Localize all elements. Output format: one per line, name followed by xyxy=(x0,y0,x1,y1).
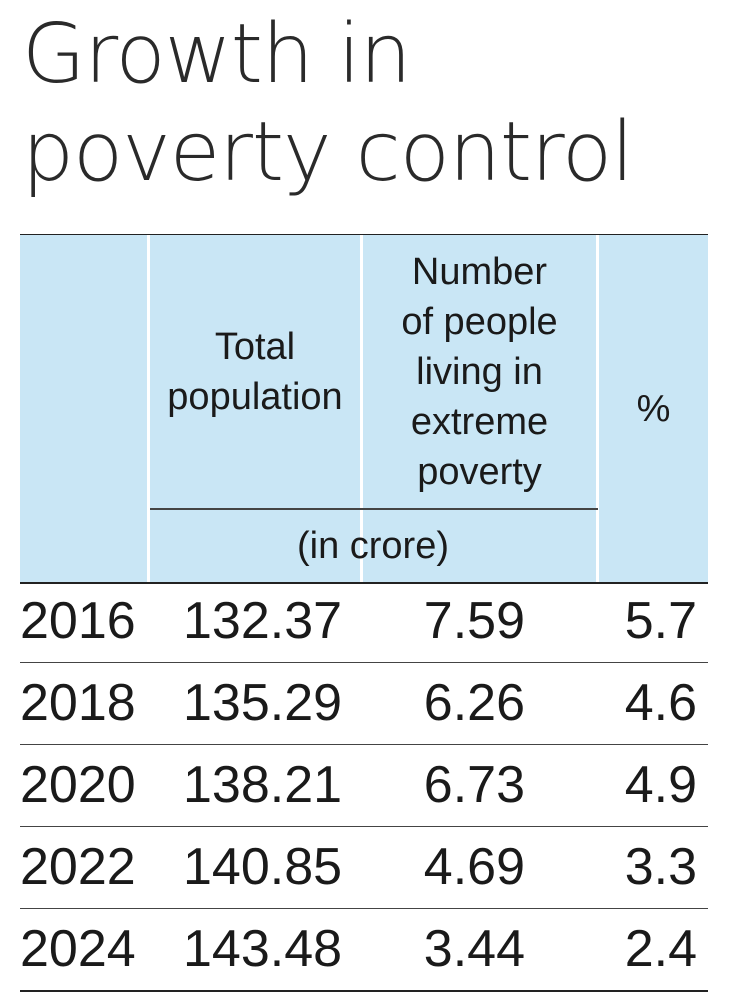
column-separator xyxy=(596,235,599,582)
percent-cell: 4.9 xyxy=(624,756,697,814)
year-cell: 2022 xyxy=(20,838,136,896)
population-cell: 135.29 xyxy=(183,674,343,732)
header-extreme-poverty-label: Number of people living in extreme pover… xyxy=(401,250,558,493)
table-row: 2022 140.85 4.69 3.3 xyxy=(20,827,708,909)
table-row: 2016 132.37 7.59 5.7 xyxy=(20,581,708,663)
column-separator xyxy=(147,235,150,582)
table-row: 2020 138.21 6.73 4.9 xyxy=(20,745,708,827)
poverty-cell: 6.73 xyxy=(423,756,525,814)
table-header: Total population Number of people living… xyxy=(20,234,708,584)
table-body: 2016 132.37 7.59 5.7 2018 135.29 6.26 4.… xyxy=(20,581,708,992)
percent-cell: 3.3 xyxy=(624,838,697,896)
year-cell: 2024 xyxy=(20,920,136,978)
header-percent-label: % xyxy=(636,387,671,430)
table-row: 2024 143.48 3.44 2.4 xyxy=(20,909,708,992)
percent-cell: 2.4 xyxy=(624,920,697,978)
title-line-2: poverty control xyxy=(22,105,634,200)
poverty-cell: 3.44 xyxy=(423,920,525,978)
header-extreme-poverty: Number of people living in extreme pover… xyxy=(363,235,596,508)
percent-cell: 5.7 xyxy=(624,592,697,650)
population-cell: 143.48 xyxy=(183,920,343,978)
population-cell: 138.21 xyxy=(183,756,343,814)
percent-cell: 4.6 xyxy=(624,674,697,732)
header-unit-note: (in crore) xyxy=(150,510,596,582)
poverty-cell: 4.69 xyxy=(423,838,525,896)
unit-note-label: (in crore) xyxy=(296,525,450,567)
header-percent: % xyxy=(599,235,708,582)
poverty-cell: 6.26 xyxy=(423,674,525,732)
column-separator xyxy=(360,235,363,582)
chart-title: Growth in poverty control xyxy=(22,6,722,202)
year-cell: 2018 xyxy=(20,674,136,732)
population-cell: 132.37 xyxy=(183,592,343,650)
year-cell: 2016 xyxy=(20,592,136,650)
year-cell: 2020 xyxy=(20,756,136,814)
header-total-population: Total population xyxy=(150,235,360,508)
table-row: 2018 135.29 6.26 4.6 xyxy=(20,663,708,745)
title-line-1: Growth in xyxy=(22,7,412,102)
unit-separator xyxy=(150,508,598,510)
header-total-population-label: Total population xyxy=(167,325,343,418)
population-cell: 140.85 xyxy=(183,838,343,896)
poverty-cell: 7.59 xyxy=(423,592,525,650)
